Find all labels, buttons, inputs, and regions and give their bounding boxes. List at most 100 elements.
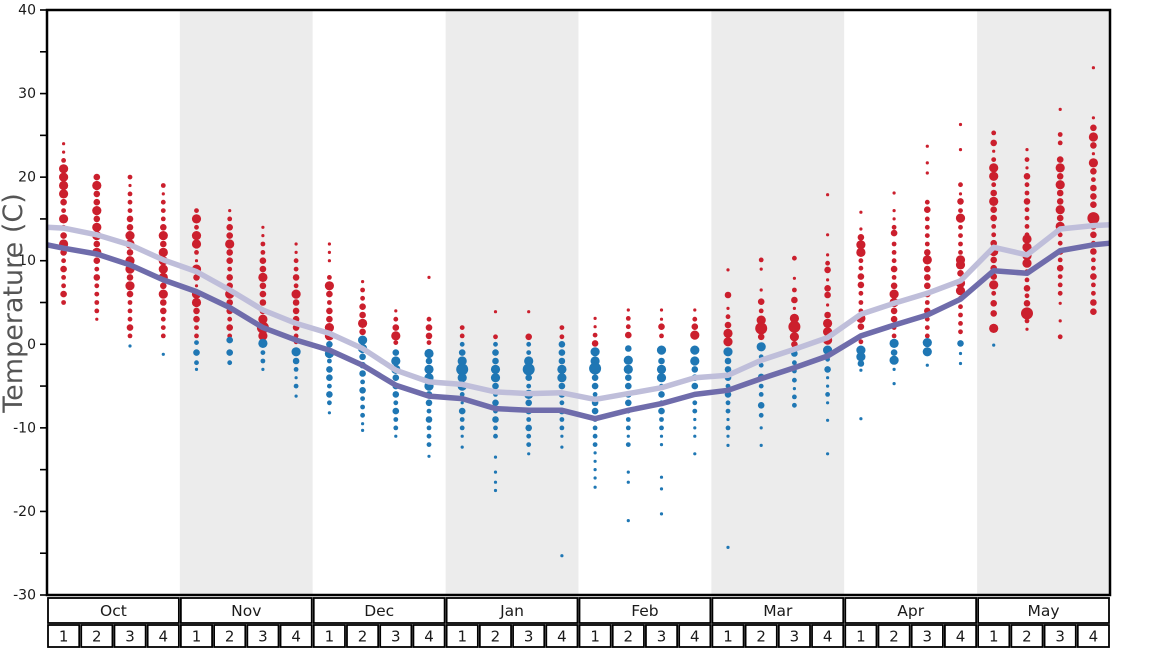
week-label-apr-4: 4: [956, 628, 966, 646]
high-temp-dot: [227, 216, 233, 222]
high-temp-dot: [1090, 193, 1097, 200]
high-temp-dot: [724, 291, 732, 299]
high-temp-dot: [659, 333, 664, 339]
low-temp-dot: [958, 361, 963, 366]
high-temp-dot: [1023, 173, 1031, 180]
low-temp-dot: [693, 426, 697, 430]
week-cell-feb-4: [678, 624, 712, 648]
high-temp-dot: [990, 310, 997, 317]
low-temp-dot: [457, 356, 467, 366]
low-temp-dot: [426, 442, 432, 447]
high-temp-dot: [191, 297, 202, 308]
high-temp-dot: [991, 290, 997, 296]
high-temp-dot: [757, 298, 765, 306]
low-temp-dot: [724, 357, 732, 365]
week-label-mar-1: 1: [723, 628, 733, 646]
high-temp-dot: [858, 290, 864, 296]
low-temp-dot: [490, 364, 501, 374]
high-temp-dot: [958, 241, 963, 247]
high-temp-dot: [792, 255, 797, 261]
high-temp-dot: [924, 265, 931, 273]
low-temp-dot: [525, 374, 532, 382]
high-temp-dot: [989, 163, 999, 173]
low-temp-dot: [593, 476, 597, 480]
low-temp-dot: [593, 451, 597, 455]
high-temp-dot: [425, 324, 433, 331]
high-temp-dot: [1024, 293, 1030, 299]
high-temp-dot: [92, 180, 102, 191]
high-temp-dot: [459, 325, 465, 330]
high-temp-dot: [126, 215, 134, 223]
high-temp-dot: [856, 247, 866, 257]
low-temp-dot: [326, 366, 333, 373]
high-temp-dot: [226, 224, 233, 231]
week-label-feb-2: 2: [624, 628, 634, 646]
low-temp-dot: [393, 417, 399, 422]
high-temp-dot: [989, 171, 999, 181]
low-temp-dot: [659, 475, 664, 479]
low-temp-dot: [826, 452, 830, 456]
low-temp-dot: [922, 347, 932, 357]
high-temp-dot: [326, 307, 333, 315]
high-temp-dot: [859, 227, 863, 231]
high-temp-dot: [789, 313, 800, 323]
high-temp-dot: [161, 192, 165, 196]
y-tick-label: 20: [18, 170, 36, 186]
high-temp-dot: [990, 239, 997, 247]
high-temp-dot: [93, 215, 101, 223]
high-temp-dot: [658, 323, 665, 331]
low-temp-dot: [792, 394, 797, 400]
low-temp-dot: [656, 364, 667, 374]
high-temp-dot: [924, 216, 930, 222]
high-temp-dot: [191, 214, 202, 224]
high-temp-dot: [225, 239, 235, 249]
high-temp-dot: [393, 340, 399, 345]
week-cell-mar-4: [811, 624, 845, 648]
low-temp-dot: [327, 400, 332, 406]
high-temp-dot: [95, 317, 99, 321]
low-temp-dot: [691, 382, 699, 390]
high-temp-dot: [1090, 248, 1097, 255]
high-temp-dot: [260, 241, 266, 247]
low-temp-dot: [493, 488, 498, 493]
low-temp-dot: [294, 394, 298, 398]
week-cell-dec-2: [346, 624, 380, 648]
low-temp-dot: [458, 407, 466, 415]
low-temp-dot: [426, 408, 432, 414]
high-temp-dot: [625, 324, 631, 330]
high-temp-dot: [326, 290, 333, 298]
high-temp-dot: [260, 250, 266, 255]
high-temp-dot: [193, 315, 200, 323]
high-temp-dot: [892, 191, 896, 195]
week-cell-nov-1: [179, 624, 213, 648]
low-temp-dot: [559, 417, 565, 422]
high-temp-dot: [826, 193, 830, 197]
high-temp-dot: [1056, 173, 1064, 180]
high-temp-dot: [93, 240, 101, 248]
high-temp-dot: [327, 275, 332, 280]
high-temp-dot: [227, 266, 233, 272]
high-temp-dot: [61, 258, 66, 264]
low-temp-dot: [658, 357, 665, 365]
high-temp-dot: [1057, 334, 1063, 340]
low-temp-dot: [593, 468, 597, 472]
week-label-mar-2: 2: [756, 628, 766, 646]
high-temp-dot: [160, 183, 166, 188]
high-temp-dot: [1090, 308, 1097, 316]
month-band-may: [977, 10, 1110, 595]
high-temp-dot: [127, 316, 133, 322]
high-temp-dot: [261, 225, 265, 229]
low-temp-dot: [493, 341, 498, 347]
high-temp-dot: [61, 275, 66, 280]
high-temp-dot: [958, 182, 963, 188]
high-temp-dot: [259, 265, 267, 273]
high-temp-dot: [1091, 66, 1095, 70]
week-label-jan-1: 1: [457, 628, 467, 646]
high-temp-dot: [194, 208, 199, 214]
low-temp-dot: [856, 352, 866, 362]
low-temp-dot: [458, 349, 466, 356]
high-temp-dot: [625, 331, 632, 339]
high-temp-dot: [990, 214, 997, 222]
high-temp-dot: [258, 331, 268, 341]
week-cell-may-2: [1010, 624, 1044, 648]
